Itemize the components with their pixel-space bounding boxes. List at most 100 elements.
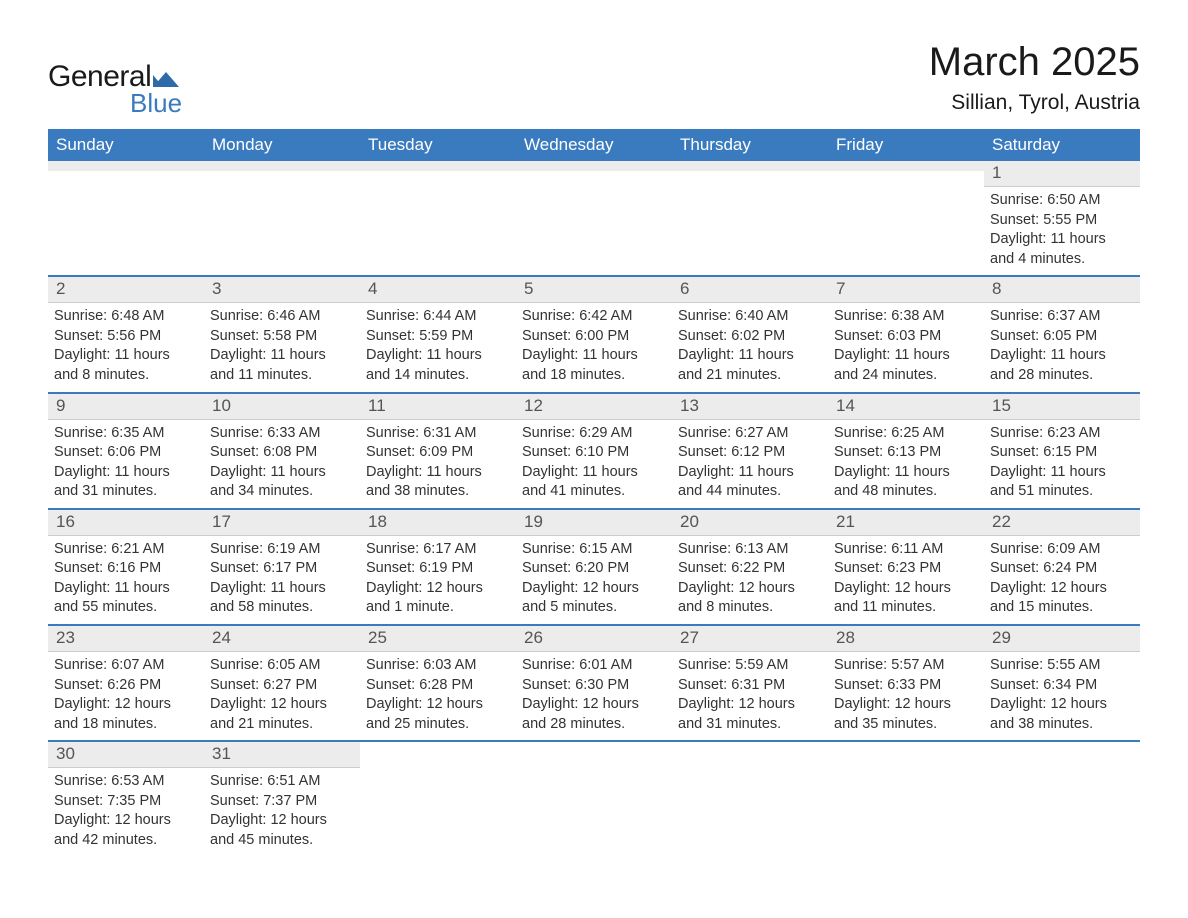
sunset-line: Sunset: 6:06 PM (54, 443, 198, 463)
daylight-line-2: and 11 minutes. (834, 598, 978, 618)
sunset-line: Sunset: 6:16 PM (54, 559, 198, 579)
daylight-line-2: and 31 minutes. (678, 715, 822, 735)
day-cell: 7Sunrise: 6:38 AMSunset: 6:03 PMDaylight… (828, 277, 984, 391)
title-block: March 2025 Sillian, Tyrol, Austria (929, 40, 1140, 115)
day-number: 31 (204, 742, 360, 768)
sunrise-line: Sunrise: 6:21 AM (54, 540, 198, 560)
daylight-line-1: Daylight: 12 hours (990, 579, 1134, 599)
day-body: Sunrise: 6:53 AMSunset: 7:35 PMDaylight:… (48, 768, 204, 856)
empty-daynum-bar (204, 161, 360, 171)
day-cell: 19Sunrise: 6:15 AMSunset: 6:20 PMDayligh… (516, 510, 672, 624)
day-body: Sunrise: 6:13 AMSunset: 6:22 PMDaylight:… (672, 536, 828, 624)
daylight-line-1: Daylight: 11 hours (54, 346, 198, 366)
day-body: Sunrise: 6:05 AMSunset: 6:27 PMDaylight:… (204, 652, 360, 740)
sunrise-line: Sunrise: 6:13 AM (678, 540, 822, 560)
daylight-line-1: Daylight: 12 hours (366, 579, 510, 599)
day-number: 4 (360, 277, 516, 303)
week-row: 2Sunrise: 6:48 AMSunset: 5:56 PMDaylight… (48, 275, 1140, 391)
day-body: Sunrise: 6:25 AMSunset: 6:13 PMDaylight:… (828, 420, 984, 508)
sunset-line: Sunset: 6:10 PM (522, 443, 666, 463)
day-cell (828, 161, 984, 275)
daylight-line-1: Daylight: 12 hours (678, 579, 822, 599)
logo-text-blue: Blue (130, 88, 182, 119)
sunrise-line: Sunrise: 6:33 AM (210, 424, 354, 444)
sunrise-line: Sunrise: 6:03 AM (366, 656, 510, 676)
day-cell: 6Sunrise: 6:40 AMSunset: 6:02 PMDaylight… (672, 277, 828, 391)
sunset-line: Sunset: 7:35 PM (54, 792, 198, 812)
day-cell: 9Sunrise: 6:35 AMSunset: 6:06 PMDaylight… (48, 394, 204, 508)
day-body: Sunrise: 6:21 AMSunset: 6:16 PMDaylight:… (48, 536, 204, 624)
day-cell (828, 742, 984, 856)
sunrise-line: Sunrise: 6:40 AM (678, 307, 822, 327)
daylight-line-2: and 55 minutes. (54, 598, 198, 618)
day-body: Sunrise: 6:27 AMSunset: 6:12 PMDaylight:… (672, 420, 828, 508)
sunset-line: Sunset: 6:19 PM (366, 559, 510, 579)
day-body: Sunrise: 6:03 AMSunset: 6:28 PMDaylight:… (360, 652, 516, 740)
daylight-line-2: and 8 minutes. (678, 598, 822, 618)
sunrise-line: Sunrise: 6:51 AM (210, 772, 354, 792)
empty-daynum-bar (672, 161, 828, 171)
daylight-line-1: Daylight: 12 hours (366, 695, 510, 715)
day-number: 12 (516, 394, 672, 420)
day-number: 27 (672, 626, 828, 652)
day-cell: 15Sunrise: 6:23 AMSunset: 6:15 PMDayligh… (984, 394, 1140, 508)
day-number: 11 (360, 394, 516, 420)
day-number: 16 (48, 510, 204, 536)
sunset-line: Sunset: 5:59 PM (366, 327, 510, 347)
day-number: 28 (828, 626, 984, 652)
daylight-line-2: and 38 minutes. (366, 482, 510, 502)
day-cell (672, 742, 828, 856)
daylight-line-1: Daylight: 11 hours (834, 346, 978, 366)
day-body: Sunrise: 6:33 AMSunset: 6:08 PMDaylight:… (204, 420, 360, 508)
day-cell: 23Sunrise: 6:07 AMSunset: 6:26 PMDayligh… (48, 626, 204, 740)
daylight-line-2: and 8 minutes. (54, 366, 198, 386)
calendar: Sunday Monday Tuesday Wednesday Thursday… (48, 129, 1140, 857)
sunset-line: Sunset: 6:08 PM (210, 443, 354, 463)
sunset-line: Sunset: 6:12 PM (678, 443, 822, 463)
daylight-line-1: Daylight: 11 hours (678, 463, 822, 483)
empty-daynum-bar (48, 161, 204, 171)
daylight-line-1: Daylight: 12 hours (54, 695, 198, 715)
daylight-line-2: and 31 minutes. (54, 482, 198, 502)
day-body: Sunrise: 6:09 AMSunset: 6:24 PMDaylight:… (984, 536, 1140, 624)
weekday-header: Monday (204, 129, 360, 161)
day-cell (360, 161, 516, 275)
daylight-line-2: and 21 minutes. (678, 366, 822, 386)
daylight-line-1: Daylight: 11 hours (210, 346, 354, 366)
sunrise-line: Sunrise: 6:46 AM (210, 307, 354, 327)
day-body: Sunrise: 6:48 AMSunset: 5:56 PMDaylight:… (48, 303, 204, 391)
weekday-header: Friday (828, 129, 984, 161)
day-number: 26 (516, 626, 672, 652)
daylight-line-2: and 45 minutes. (210, 831, 354, 851)
daylight-line-2: and 15 minutes. (990, 598, 1134, 618)
sunrise-line: Sunrise: 6:01 AM (522, 656, 666, 676)
week-row: 16Sunrise: 6:21 AMSunset: 6:16 PMDayligh… (48, 508, 1140, 624)
sunrise-line: Sunrise: 6:42 AM (522, 307, 666, 327)
sunrise-line: Sunrise: 6:17 AM (366, 540, 510, 560)
sunset-line: Sunset: 6:09 PM (366, 443, 510, 463)
day-cell: 3Sunrise: 6:46 AMSunset: 5:58 PMDaylight… (204, 277, 360, 391)
sunset-line: Sunset: 6:05 PM (990, 327, 1134, 347)
day-body: Sunrise: 6:44 AMSunset: 5:59 PMDaylight:… (360, 303, 516, 391)
week-row: 30Sunrise: 6:53 AMSunset: 7:35 PMDayligh… (48, 740, 1140, 856)
daylight-line-2: and 14 minutes. (366, 366, 510, 386)
day-body: Sunrise: 6:17 AMSunset: 6:19 PMDaylight:… (360, 536, 516, 624)
day-body: Sunrise: 6:51 AMSunset: 7:37 PMDaylight:… (204, 768, 360, 856)
daylight-line-1: Daylight: 12 hours (990, 695, 1134, 715)
day-number: 17 (204, 510, 360, 536)
header: General Blue March 2025 Sillian, Tyrol, … (48, 40, 1140, 119)
daylight-line-1: Daylight: 12 hours (522, 695, 666, 715)
daylight-line-2: and 41 minutes. (522, 482, 666, 502)
day-number: 10 (204, 394, 360, 420)
weekday-header: Wednesday (516, 129, 672, 161)
sunset-line: Sunset: 5:56 PM (54, 327, 198, 347)
day-cell: 30Sunrise: 6:53 AMSunset: 7:35 PMDayligh… (48, 742, 204, 856)
daylight-line-1: Daylight: 11 hours (522, 346, 666, 366)
sunset-line: Sunset: 6:23 PM (834, 559, 978, 579)
day-body: Sunrise: 6:01 AMSunset: 6:30 PMDaylight:… (516, 652, 672, 740)
daylight-line-1: Daylight: 12 hours (834, 695, 978, 715)
daylight-line-2: and 44 minutes. (678, 482, 822, 502)
day-body: Sunrise: 6:37 AMSunset: 6:05 PMDaylight:… (984, 303, 1140, 391)
day-body: Sunrise: 6:23 AMSunset: 6:15 PMDaylight:… (984, 420, 1140, 508)
logo: General Blue (48, 40, 182, 119)
